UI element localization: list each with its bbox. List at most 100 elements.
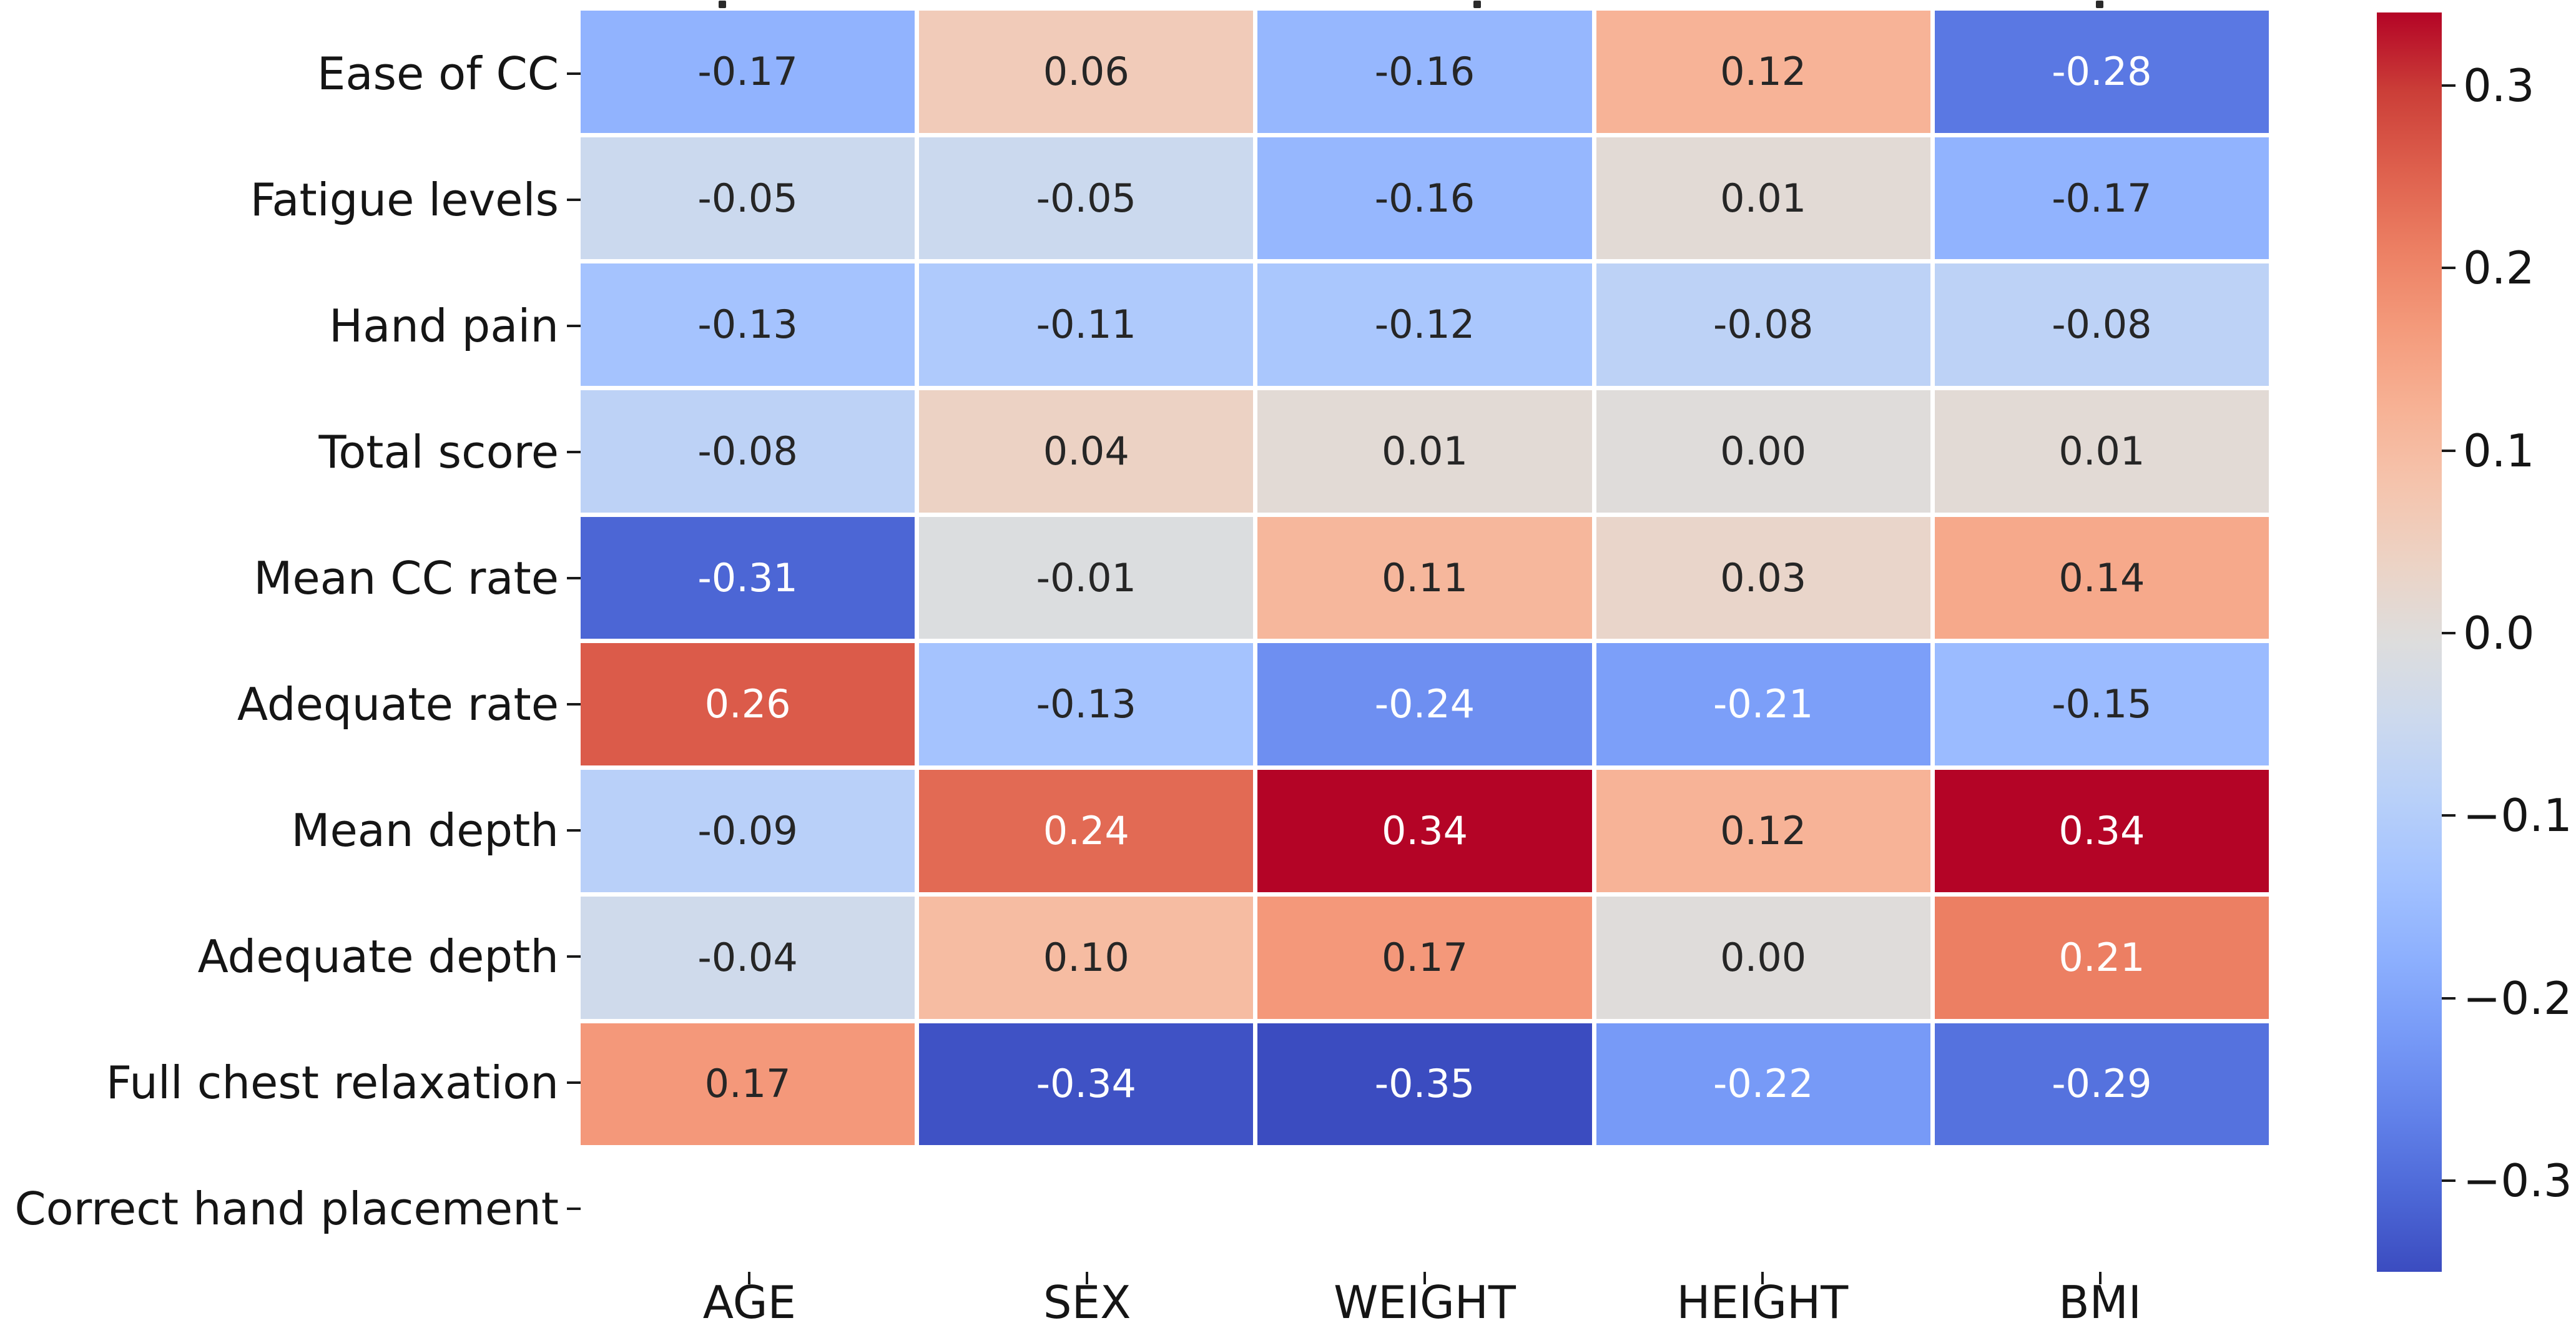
heatmap-cell: 0.11 (1257, 516, 1592, 639)
heatmap-cell: -0.29 (1934, 1023, 2269, 1146)
column-label: SEX (1043, 1276, 1131, 1329)
row-tick-mark (567, 1208, 581, 1210)
heatmap-cell: 0.34 (1257, 770, 1592, 892)
heatmap-cell: -0.13 (919, 643, 1254, 766)
row-label: Mean depth (291, 804, 559, 857)
heatmap-cell-empty (919, 1149, 1254, 1272)
colorbar-tick-mark (2442, 996, 2456, 1000)
heatmap-cell: -0.11 (919, 263, 1254, 386)
heatmap-cell: 0.01 (1934, 390, 2269, 513)
heatmap-cell: 0.01 (1257, 390, 1592, 513)
row-label: Full chest relaxation (106, 1056, 559, 1109)
heatmap-cell: 0.21 (1934, 896, 2269, 1019)
colorbar-tick-label: 0.0 (2463, 606, 2535, 659)
colorbar-tick-mark (2442, 814, 2456, 817)
heatmap-cell: -0.31 (581, 516, 915, 639)
column-label: BMI (2058, 1276, 2141, 1329)
heatmap-cell: 0.04 (919, 390, 1254, 513)
cropped-text-dot (719, 1, 726, 8)
heatmap-cell: -0.09 (581, 770, 915, 892)
column-tick-mark (2098, 1272, 2102, 1284)
colorbar-tick-mark (2442, 631, 2456, 634)
heatmap-cell-empty (1257, 1149, 1592, 1272)
colorbar-tick-mark (2442, 267, 2456, 270)
column-tick-mark (1086, 1272, 1089, 1284)
heatmap-cell: 0.01 (1596, 137, 1930, 260)
heatmap-cell: 0.06 (919, 11, 1254, 133)
column-label: AGE (702, 1276, 797, 1329)
heatmap-cell: -0.16 (1257, 11, 1592, 133)
heatmap-cell: -0.08 (1596, 263, 1930, 386)
column-label: HEIGHT (1676, 1276, 1849, 1329)
heatmap-grid: -0.17 0.06 -0.16 0.12 -0.28 -0.05 -0.05 -0.16 0.… (581, 11, 2269, 1272)
row-tick-mark (567, 1081, 581, 1084)
colorbar-tick-label: −0.1 (2463, 789, 2572, 842)
colorbar-tick-label: 0.2 (2463, 242, 2535, 295)
row-tick-mark (567, 829, 581, 832)
heatmap-cell-empty (1596, 1149, 1930, 1272)
row-label: Ease of CC (317, 47, 559, 100)
heatmap-cell: 0.14 (1934, 516, 2269, 639)
heatmap-cell: -0.17 (1934, 137, 2269, 260)
colorbar (2377, 12, 2442, 1272)
column-tick-mark (748, 1272, 751, 1284)
colorbar-tick-label: −0.2 (2463, 972, 2572, 1025)
heatmap-cell: -0.13 (581, 263, 915, 386)
row-label: Fatigue levels (250, 174, 559, 226)
colorbar-gradient (2377, 12, 2442, 1272)
heatmap-cell: -0.21 (1596, 643, 1930, 766)
heatmap-cell: -0.08 (1934, 263, 2269, 386)
row-tick-mark (567, 199, 581, 201)
heatmap-cell: -0.16 (1257, 137, 1592, 260)
row-tick-mark (567, 577, 581, 579)
heatmap-cell: -0.17 (581, 11, 915, 133)
heatmap-cell: -0.04 (581, 896, 915, 1019)
row-tick-mark (567, 325, 581, 327)
row-label: Adequate rate (237, 678, 559, 731)
heatmap-cell: -0.01 (919, 516, 1254, 639)
cropped-text-dot (2096, 1, 2103, 8)
heatmap-cell: 0.17 (581, 1023, 915, 1146)
row-label: Total score (318, 426, 559, 478)
colorbar-tick-mark (2442, 449, 2456, 452)
heatmap-cell-empty (581, 1149, 915, 1272)
heatmap-cell: -0.05 (919, 137, 1254, 260)
row-label: Mean CC rate (253, 552, 559, 604)
cropped-text-dot (1473, 1, 1481, 8)
heatmap-cell: 0.17 (1257, 896, 1592, 1019)
row-label: Hand pain (329, 300, 559, 352)
colorbar-tick-mark (2442, 1179, 2456, 1182)
heatmap-cell: 0.12 (1596, 11, 1930, 133)
heatmap-cell: -0.28 (1934, 11, 2269, 133)
heatmap-cell: -0.34 (919, 1023, 1254, 1146)
column-label: WEIGHT (1334, 1276, 1516, 1329)
heatmap-cell: 0.00 (1596, 896, 1930, 1019)
row-tick-mark (567, 72, 581, 75)
heatmap-cell: -0.35 (1257, 1023, 1592, 1146)
colorbar-tick-label: 0.1 (2463, 424, 2535, 477)
heatmap-cell: -0.15 (1934, 643, 2269, 766)
heatmap-cell: 0.12 (1596, 770, 1930, 892)
column-tick-mark (1761, 1272, 1764, 1284)
heatmap-cell: -0.08 (581, 390, 915, 513)
heatmap-cell: 0.03 (1596, 516, 1930, 639)
heatmap-cell: 0.10 (919, 896, 1254, 1019)
colorbar-tick-label: 0.3 (2463, 59, 2535, 112)
row-tick-mark (567, 955, 581, 958)
heatmap-cell: -0.12 (1257, 263, 1592, 386)
colorbar-tick-mark (2442, 84, 2456, 87)
row-tick-mark (567, 703, 581, 706)
heatmap-cell: 0.24 (919, 770, 1254, 892)
heatmap-cell: 0.34 (1934, 770, 2269, 892)
row-label: Correct hand placement (14, 1183, 559, 1235)
heatmap-cell-empty (1934, 1149, 2269, 1272)
heatmap-cell: -0.22 (1596, 1023, 1930, 1146)
heatmap-cell: 0.26 (581, 643, 915, 766)
row-tick-mark (567, 451, 581, 453)
column-tick-mark (1423, 1272, 1426, 1284)
heatmap-cell: -0.05 (581, 137, 915, 260)
colorbar-tick-label: −0.3 (2463, 1154, 2572, 1207)
heatmap-cell: -0.24 (1257, 643, 1592, 766)
heatmap-cell: 0.00 (1596, 390, 1930, 513)
